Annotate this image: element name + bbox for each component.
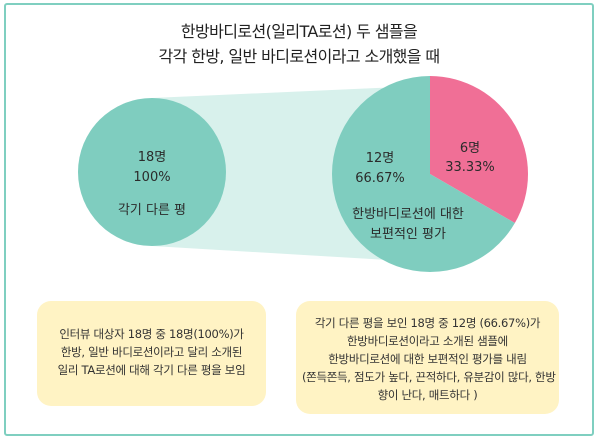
teal-slice-count: 12명 bbox=[366, 151, 395, 166]
right-pie-label-line-1: 한방바디로션에 대한 bbox=[352, 207, 464, 222]
left-pie bbox=[78, 98, 226, 246]
teal-slice-percent: 66.67% bbox=[355, 171, 405, 186]
right-pie bbox=[331, 76, 528, 272]
pink-slice bbox=[430, 76, 528, 223]
left-pie-percent: 100% bbox=[133, 170, 170, 185]
right-note-line: 한방바디로션에 대한 보편적인 평가를 내림 bbox=[328, 352, 527, 366]
left-note-line: 인터뷰 대상자 18명 중 18명(100%)가 bbox=[59, 327, 244, 341]
right-note-line: (쫀득쫀득, 점도가 높다, 끈적하다, 유분감이 많다, 한방 bbox=[302, 370, 556, 384]
title-line-1: 한방바디로션(일리TA로션) 두 샘플을 bbox=[180, 22, 418, 41]
right-note-line: 향이 난다, 매트하다 ) bbox=[377, 388, 478, 402]
teal-slice bbox=[331, 76, 515, 272]
left-note-line: 한방, 일반 바디로션이라고 달리 소개된 bbox=[60, 345, 243, 359]
right-note-line: 각기 다른 평을 보인 18명 중 12명 (66.67%)가 bbox=[314, 316, 541, 330]
left-pie-count: 18명 bbox=[138, 150, 167, 165]
right-pie-label-line-2: 보편적인 평가 bbox=[370, 227, 446, 242]
left-pie-label: 각기 다른 평 bbox=[118, 203, 186, 218]
pink-slice-count: 6명 bbox=[460, 141, 480, 156]
left-note-line: 일리 TA로션에 대해 각기 다른 평을 보임 bbox=[57, 363, 246, 377]
right-note-box: 각기 다른 평을 보인 18명 중 12명 (66.67%)가 한방바디로션이라… bbox=[296, 301, 559, 414]
title-line-2: 각각 한방, 일반 바디로션이라고 소개했을 때 bbox=[158, 47, 440, 66]
pink-slice-percent: 33.33% bbox=[445, 160, 495, 175]
left-note-box: 인터뷰 대상자 18명 중 18명(100%)가 한방, 일반 바디로션이라고 … bbox=[37, 301, 266, 406]
right-note-line: 한방바디로션이라고 소개된 샘플에 bbox=[347, 334, 508, 348]
